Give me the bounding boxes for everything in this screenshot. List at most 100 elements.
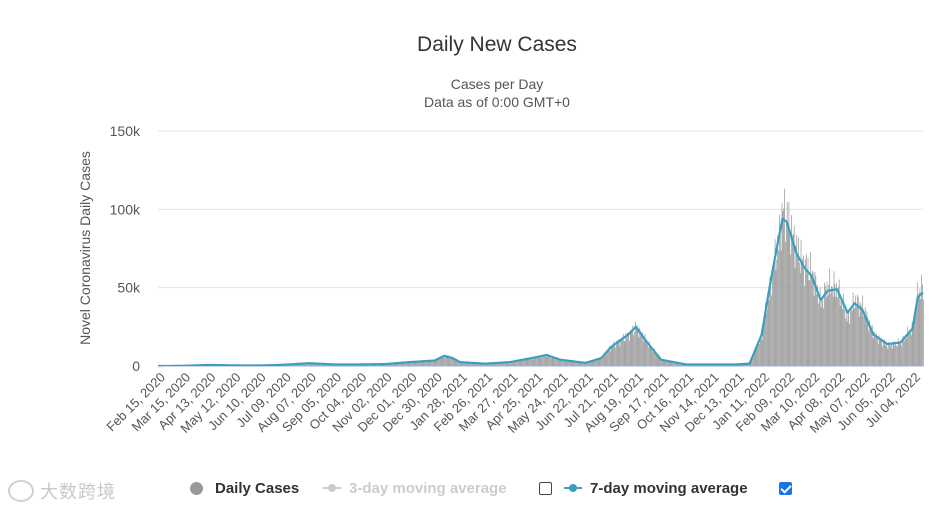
daily-case-bar [822, 298, 824, 366]
daily-case-bar [883, 342, 884, 366]
daily-case-bar [816, 294, 818, 366]
daily-case-bar [903, 340, 905, 366]
daily-case-bar [569, 361, 571, 366]
daily-case-bar [438, 357, 439, 366]
daily-case-bar [882, 346, 883, 366]
daily-case-bar [549, 354, 550, 366]
daily-case-bar [763, 325, 765, 366]
daily-case-bar [785, 241, 786, 366]
daily-case-bar [873, 336, 875, 366]
legend-item-3day-average[interactable]: 3-day moving average [323, 478, 507, 498]
daily-case-bar [543, 355, 544, 366]
legend-label-3day-average: 3-day moving average [349, 479, 507, 497]
daily-case-bar [465, 362, 466, 366]
daily-case-bar [539, 355, 541, 366]
daily-case-bar [610, 347, 612, 366]
y-tick-labels: 0 50k 100k 150k [110, 123, 141, 374]
daily-case-bar [772, 271, 774, 366]
daily-case-bar [620, 339, 622, 366]
daily-case-bar [876, 333, 877, 366]
daily-case-bar [824, 285, 826, 366]
daily-case-bar [817, 284, 818, 366]
daily-case-bar [745, 364, 746, 366]
daily-case-bar [545, 357, 547, 366]
daily-case-bar [839, 305, 841, 366]
daily-case-bar [452, 356, 453, 366]
daily-case-bar [537, 355, 539, 366]
watermark-icon [8, 480, 34, 502]
daily-case-bar [314, 363, 316, 366]
checkbox-7day-average[interactable] [779, 482, 792, 495]
daily-case-bar [665, 360, 667, 366]
daily-case-bar [562, 359, 563, 366]
daily-case-bar [428, 359, 430, 366]
daily-case-bar [413, 362, 414, 366]
daily-case-bar [301, 364, 303, 366]
checkbox-3day-average[interactable] [539, 482, 552, 495]
daily-case-bar [767, 293, 769, 366]
daily-case-bar [845, 310, 847, 366]
daily-case-bar [653, 349, 654, 366]
daily-case-bar [663, 359, 665, 366]
daily-case-bar [572, 361, 574, 366]
daily-case-bar [641, 335, 642, 366]
daily-case-bar [901, 346, 903, 366]
daily-case-bar [435, 359, 437, 366]
daily-case-bar [547, 353, 549, 366]
daily-case-bar [860, 304, 862, 366]
daily-case-bar [316, 363, 318, 366]
daily-case-bar [588, 362, 589, 366]
daily-case-bar [569, 361, 570, 366]
daily-case-bar [489, 363, 491, 366]
daily-case-bar [680, 363, 681, 366]
daily-case-bar [903, 335, 904, 366]
daily-case-bar [642, 341, 644, 366]
chart-plot-area: 0 50k 100k 150k Novel Coronavirus Daily Cas… [77, 123, 924, 436]
daily-case-bar [837, 297, 838, 366]
daily-case-bar [550, 356, 551, 366]
daily-case-bar [881, 338, 883, 366]
daily-case-bar [498, 362, 499, 366]
daily-case-bar [531, 359, 533, 366]
daily-case-bar [857, 294, 858, 366]
daily-case-bar [647, 343, 648, 366]
daily-case-bar [850, 311, 851, 366]
daily-case-bar [534, 357, 536, 366]
daily-case-bar [668, 359, 669, 366]
daily-case-bar [555, 359, 556, 366]
daily-case-bar [469, 362, 471, 366]
daily-case-bar [491, 363, 492, 366]
daily-case-bar [314, 363, 315, 366]
daily-case-bar [582, 362, 583, 366]
daily-case-bar [772, 268, 773, 366]
daily-case-bar [305, 363, 307, 366]
legend-item-daily-cases[interactable]: Daily Cases [190, 478, 299, 498]
daily-case-bar [884, 345, 886, 366]
daily-case-bar [766, 309, 768, 366]
daily-case-bar [864, 316, 865, 366]
daily-case-bar [854, 308, 856, 366]
daily-case-bar [478, 362, 480, 366]
daily-case-bar [452, 357, 454, 366]
daily-case-bar [867, 317, 869, 366]
daily-case-bar [609, 346, 610, 366]
daily-case-bar [910, 335, 912, 366]
daily-case-bar [433, 359, 435, 366]
daily-case-bar [567, 361, 569, 366]
daily-case-bar [292, 364, 294, 366]
legend-item-7day-average[interactable]: 7-day moving average [564, 478, 748, 498]
daily-case-bar [826, 281, 828, 366]
daily-case-bar [561, 358, 563, 366]
daily-case-bar [313, 363, 314, 366]
daily-case-bar [513, 361, 515, 366]
daily-case-bar [570, 360, 572, 366]
daily-case-bar [393, 363, 394, 366]
daily-case-bar [541, 358, 543, 366]
daily-case-bar [530, 357, 531, 366]
daily-case-bar [429, 361, 431, 366]
daily-case-bar [315, 363, 317, 366]
daily-case-bar [753, 353, 755, 366]
daily-case-bar [607, 352, 609, 366]
daily-case-bar [598, 358, 600, 366]
daily-case-bar [441, 357, 443, 366]
